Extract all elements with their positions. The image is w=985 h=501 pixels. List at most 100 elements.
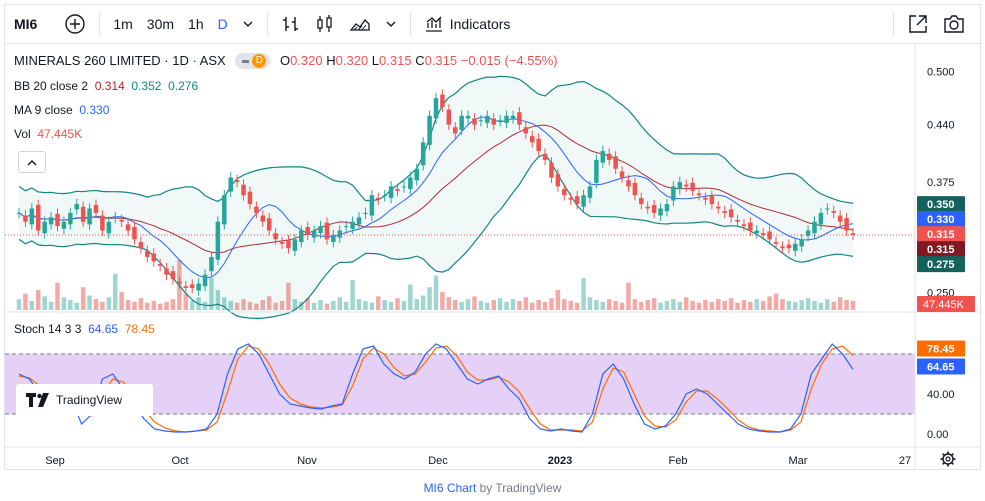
symbol-search-button[interactable]: MI6: [5, 5, 57, 43]
volume-bar: [48, 301, 54, 310]
volume-bar: [831, 301, 836, 310]
volume-price-label-box: [917, 296, 975, 312]
open-external-button[interactable]: [900, 5, 936, 43]
volume-bar: [825, 299, 830, 310]
volume-bar: [29, 300, 35, 310]
time-tick-label: Sep: [45, 455, 65, 467]
candle-body: [299, 230, 304, 243]
volume-bar: [202, 301, 208, 310]
candle-body: [222, 195, 227, 225]
candles-style-button[interactable]: [308, 5, 342, 43]
gear-tooth: [942, 461, 946, 465]
volume-bar: [68, 300, 73, 310]
candle-body: [138, 242, 144, 249]
snapshot-button[interactable]: [936, 5, 972, 43]
volume-bar: [388, 301, 394, 310]
chart-canvas[interactable]: 0.2500.3750.4400.5000.3500.3300.3150.315…: [5, 44, 980, 470]
candle-body: [151, 253, 156, 262]
volume-bar: [414, 299, 419, 310]
bb-basis-price-label-box: [917, 241, 965, 258]
candle-body: [215, 221, 221, 260]
area-style-button[interactable]: [342, 5, 378, 43]
volume-bar: [683, 297, 689, 310]
area-chart-icon: [349, 18, 370, 31]
volume-bar: [395, 298, 400, 310]
volume-bar: [164, 301, 169, 310]
interval-1m-button[interactable]: 1m: [106, 5, 139, 43]
collapse-legend-button[interactable]: [18, 151, 46, 173]
candle-body: [748, 222, 753, 231]
candle-body: [651, 204, 657, 213]
candle-body: [286, 240, 291, 249]
tradingview-wordmark: TradingView: [56, 393, 123, 407]
volume-bar: [491, 300, 496, 310]
volume-bar: [780, 299, 785, 310]
footer-chart-link[interactable]: MI6 Chart: [423, 481, 477, 495]
candle-body: [465, 115, 471, 119]
volume-bar: [504, 301, 509, 310]
volume-bar: [709, 301, 715, 310]
volume-bar: [112, 273, 118, 310]
candle-body: [16, 212, 22, 214]
camera-icon: [944, 15, 964, 33]
bb-legend[interactable]: BB 20 close 2 0.314 0.352 0.276: [14, 79, 198, 93]
candle-body: [780, 246, 785, 249]
stochastic-pane: [5, 343, 915, 433]
bb-basis-value: 0.314: [94, 79, 125, 93]
volume-bar: [741, 300, 747, 310]
market-status-pill[interactable]: D: [235, 52, 271, 69]
settings-gear-icon[interactable]: [940, 451, 956, 467]
bar-style-button[interactable]: [274, 5, 308, 43]
price-tick-label: 0.440: [927, 120, 955, 132]
ma-legend[interactable]: MA 9 close 0.330: [14, 103, 109, 117]
compare-symbol-button[interactable]: [57, 5, 93, 43]
volume-bar: [183, 293, 189, 310]
stoch-k-value: 64.65: [88, 322, 119, 336]
interval-d-button[interactable]: D: [211, 5, 235, 43]
candle-body: [100, 215, 105, 231]
chart-style-dropdown-button[interactable]: [378, 5, 404, 43]
volume-bar: [266, 296, 272, 310]
tradingview-watermark[interactable]: TradingView: [16, 384, 153, 416]
candle-body: [388, 186, 394, 198]
candle-body: [395, 189, 400, 191]
volume-bar: [427, 287, 432, 310]
gear-ring: [942, 453, 954, 465]
time-tick-label: Oct: [171, 455, 188, 467]
candle-body: [247, 191, 253, 205]
candle-body: [266, 218, 272, 231]
candles-icon: [317, 15, 332, 32]
candle-body: [93, 204, 99, 213]
bb-label: BB 20 close 2: [14, 79, 89, 93]
candle-body: [401, 186, 407, 188]
volume-bar: [61, 297, 67, 310]
gear-tooth: [950, 461, 954, 465]
interval-30m-button[interactable]: 30m: [140, 5, 181, 43]
candle-body: [356, 217, 362, 225]
volume-bar: [517, 300, 522, 310]
time-tick-label: Mar: [789, 455, 808, 467]
volume-bar: [793, 301, 798, 310]
candle-body: [485, 115, 490, 123]
interval-dropdown-button[interactable]: [235, 5, 261, 43]
interval-1h-button[interactable]: 1h: [181, 5, 211, 43]
volume-bar: [16, 299, 22, 310]
stoch-tick-label: 0.00: [927, 429, 948, 441]
volume-legend[interactable]: Vol 47.445K: [14, 127, 82, 141]
candle-body: [87, 208, 92, 225]
indicators-button[interactable]: Indicators: [417, 5, 518, 43]
candle-body: [658, 208, 663, 216]
candle-body: [55, 213, 60, 227]
candle-body: [420, 142, 426, 166]
footer-by-link[interactable]: by TradingView: [479, 481, 562, 495]
price-pane: [5, 75, 915, 320]
candle-body: [683, 184, 689, 187]
volume-bar: [786, 300, 792, 310]
candle-body: [581, 195, 586, 207]
time-tick-label: Dec: [428, 455, 448, 467]
time-tick-label: Feb: [669, 455, 688, 467]
chart-frame: MI6 1m 30m 1h D Indicators: [4, 4, 981, 470]
candle-body: [382, 195, 387, 197]
stoch-legend[interactable]: Stoch 14 3 3 64.65 78.45: [14, 322, 155, 336]
volume-bar: [337, 297, 343, 310]
